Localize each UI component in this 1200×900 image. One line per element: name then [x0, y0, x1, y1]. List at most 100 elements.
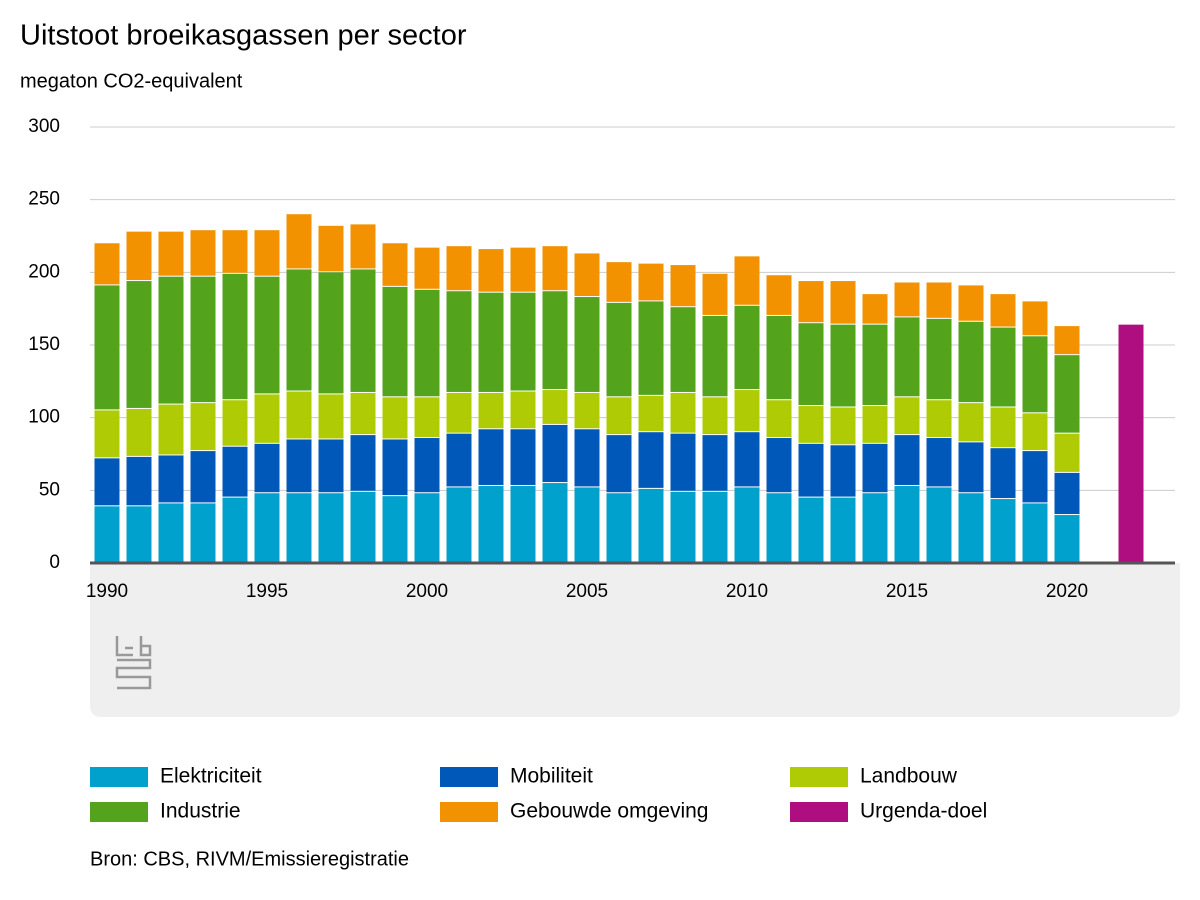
bar-segment	[318, 493, 344, 562]
bar-segment	[926, 438, 952, 487]
x-tick-label: 2010	[726, 581, 768, 602]
bar-segment	[862, 406, 888, 443]
bar-segment	[478, 485, 504, 562]
bar-segment	[894, 317, 920, 397]
chart-title: Uitstoot broeikasgassen per sector	[20, 20, 467, 52]
bar-segment	[190, 503, 216, 562]
bar-segment	[766, 315, 792, 400]
bar-segment	[990, 294, 1016, 327]
bar-segment	[1054, 326, 1080, 355]
legend-swatch	[440, 802, 498, 822]
bar-segment	[446, 291, 472, 392]
bar-segment	[478, 392, 504, 429]
bar-segment	[574, 253, 600, 297]
bar-segment	[542, 246, 568, 291]
bar-segment	[318, 225, 344, 272]
legend-label: Urgenda-doel	[860, 800, 987, 823]
bar-segment	[1022, 413, 1048, 451]
bar-segment	[702, 315, 728, 397]
bar-segment	[958, 285, 984, 321]
bar-segment	[990, 407, 1016, 448]
bar-segment	[1054, 433, 1080, 472]
bar-segment	[94, 410, 120, 458]
legend-swatch	[90, 802, 148, 822]
bar-segment	[862, 493, 888, 562]
bar-segment	[414, 397, 440, 438]
bar-segment	[158, 455, 184, 503]
bar-segment	[958, 403, 984, 442]
bar-segment	[638, 263, 664, 301]
bar-segment	[734, 256, 760, 305]
bar-segment	[638, 395, 664, 432]
bar-segment	[574, 487, 600, 562]
bar-segment	[478, 292, 504, 392]
bar-segment	[350, 224, 376, 269]
bar-segment	[446, 392, 472, 433]
bar-segment	[318, 439, 344, 493]
y-tick-label: 100	[28, 407, 60, 428]
bar-segment	[542, 483, 568, 562]
bar-segment	[798, 443, 824, 497]
bar-segment	[670, 307, 696, 392]
bar-segment	[830, 497, 856, 562]
bar-segment	[894, 282, 920, 317]
bar-segment	[254, 230, 280, 276]
bar-segment	[574, 392, 600, 429]
bar-segment	[158, 276, 184, 404]
bar-segment	[670, 433, 696, 491]
bar-segment	[254, 493, 280, 562]
bar-segment	[158, 503, 184, 562]
bar-segment	[1054, 472, 1080, 515]
bar-segment	[958, 442, 984, 493]
bar-segment	[606, 493, 632, 562]
bar-segment	[94, 506, 120, 562]
bar-segment	[318, 394, 344, 439]
bar-segment	[766, 275, 792, 315]
bar-segment	[1022, 503, 1048, 562]
bar-segment	[542, 291, 568, 390]
bar-segment	[222, 497, 248, 562]
bar-segment	[958, 493, 984, 562]
bar-segment	[830, 445, 856, 497]
bar-segment	[510, 391, 536, 429]
bar-segment	[1118, 324, 1144, 562]
bar-segment	[638, 488, 664, 562]
bar-segment	[222, 273, 248, 400]
bar-segment	[894, 397, 920, 435]
bar-segment	[830, 407, 856, 445]
bar-segment	[958, 321, 984, 403]
bar-segment	[926, 282, 952, 318]
bar-segment	[254, 394, 280, 443]
bar-segment	[702, 273, 728, 315]
bar-segment	[894, 435, 920, 485]
bar-segment	[414, 247, 440, 289]
bar-segment	[126, 456, 152, 506]
legend-label: Elektriciteit	[160, 765, 262, 788]
bar-segment	[286, 214, 312, 269]
bar-segment	[350, 435, 376, 491]
bar-segment	[926, 400, 952, 438]
legend-swatch	[790, 767, 848, 787]
bar-segment	[94, 243, 120, 285]
bar-segment	[1054, 515, 1080, 562]
bar-segment	[638, 432, 664, 488]
bar-segment	[798, 497, 824, 562]
bar-segment	[702, 491, 728, 562]
bar-segment	[254, 443, 280, 493]
bar-segment	[94, 285, 120, 410]
y-tick-label: 0	[49, 552, 60, 573]
legend-swatch	[90, 767, 148, 787]
bar-segment	[734, 487, 760, 562]
bar-segment	[734, 390, 760, 432]
bar-segment	[446, 246, 472, 291]
bar-segment	[510, 292, 536, 391]
bar-segment	[926, 487, 952, 562]
bar-segment	[766, 438, 792, 493]
bar-segment	[990, 327, 1016, 407]
bar-segment	[382, 496, 408, 562]
bar-segment	[478, 429, 504, 485]
bar-segment	[1022, 451, 1048, 503]
y-tick-label: 300	[28, 116, 60, 137]
x-tick-label: 1990	[86, 581, 128, 602]
